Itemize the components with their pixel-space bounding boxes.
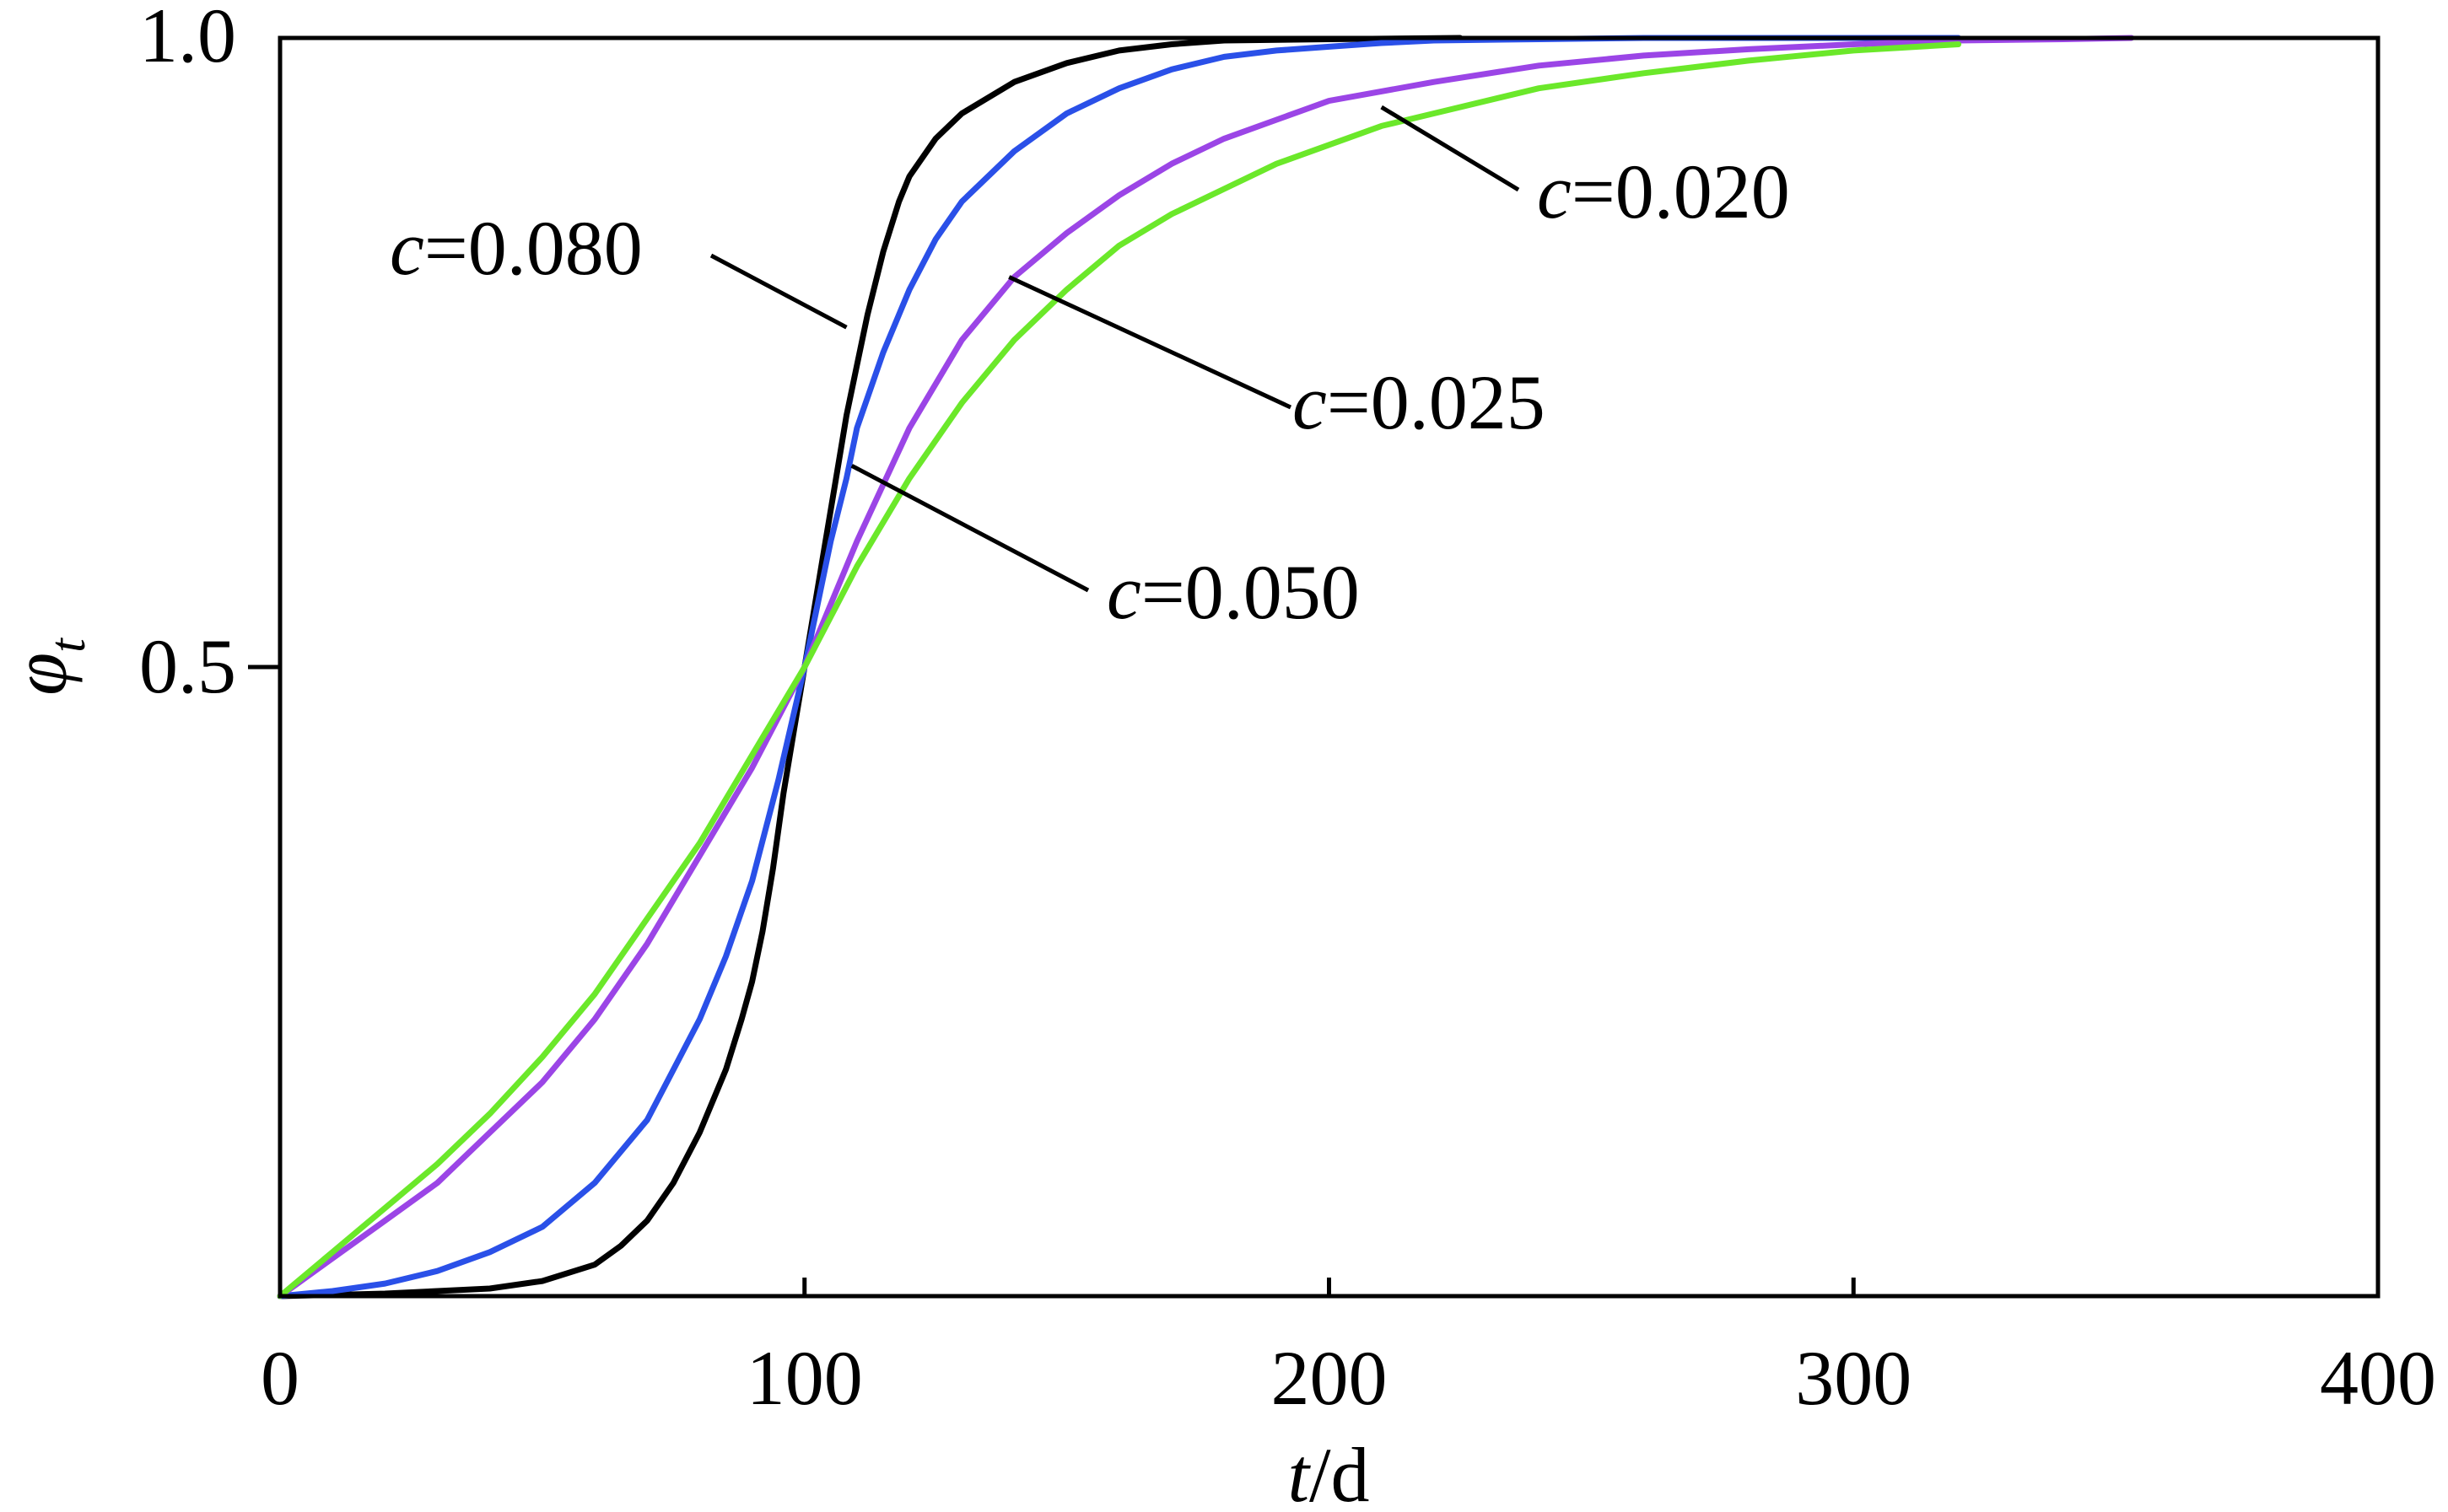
series-line-1 — [277, 35, 1962, 1299]
svg-text:φt: φt — [0, 638, 95, 696]
series-layer — [277, 35, 2135, 1299]
y-axis-label: φt — [0, 638, 95, 696]
y-tick-label-1: 1.0 — [139, 0, 236, 78]
leader-layer — [709, 105, 1520, 593]
annotation-label-3: c=0.020 — [1537, 148, 1790, 234]
x-tick-label-3: 300 — [1795, 1335, 1911, 1421]
x-axis-label: t/d — [1287, 1432, 1369, 1512]
annotation-leader-3 — [1380, 105, 1520, 192]
series-line-2 — [277, 35, 2135, 1299]
annotation-label-1: c=0.050 — [1107, 549, 1360, 635]
x-tick-label-1: 100 — [747, 1335, 863, 1421]
label-layer: c=0.080 c=0.050 c=0.025 c=0.020 — [390, 148, 1790, 635]
annotation-leader-2 — [1008, 275, 1292, 410]
series-line-3 — [277, 41, 1962, 1299]
tick-layer: 0 100 200 300 400 0.5 1.0 — [139, 0, 2436, 1421]
annotation-leader-1 — [850, 464, 1090, 593]
x-tick-label-2: 200 — [1271, 1335, 1388, 1421]
x-tick-label-0: 0 — [261, 1335, 299, 1421]
annotation-leader-0 — [709, 253, 848, 330]
annotation-label-2: c=0.025 — [1292, 359, 1545, 445]
annotation-label-0: c=0.080 — [390, 205, 643, 291]
y-tick-label-0: 0.5 — [139, 623, 236, 709]
x-tick-label-4: 400 — [2320, 1335, 2436, 1421]
